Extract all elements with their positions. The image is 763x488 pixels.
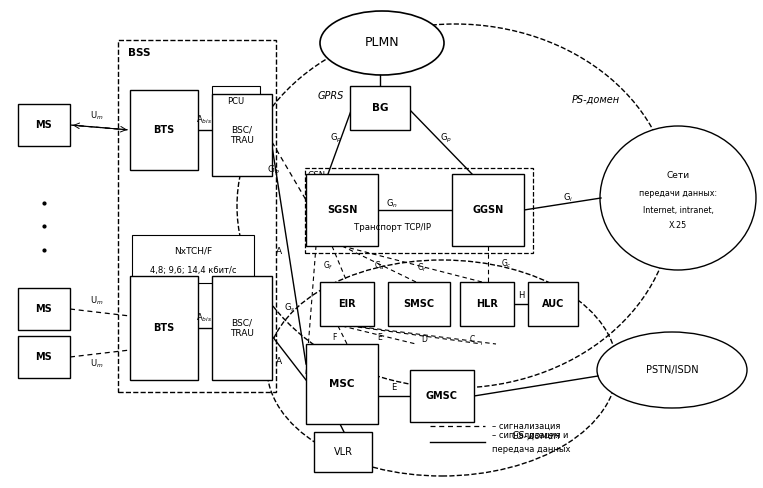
Text: BTS: BTS [153, 125, 175, 135]
Text: – сигнализация: – сигнализация [492, 422, 560, 430]
Text: A: A [276, 247, 282, 257]
Text: A$_{bis}$: A$_{bis}$ [196, 114, 212, 126]
FancyBboxPatch shape [388, 282, 450, 326]
Text: передачи данных:: передачи данных: [639, 189, 717, 199]
Text: A$_{bis}$: A$_{bis}$ [196, 312, 212, 324]
Text: Сети: Сети [666, 171, 690, 181]
FancyBboxPatch shape [306, 174, 378, 246]
Text: GGSN: GGSN [472, 205, 504, 215]
FancyBboxPatch shape [528, 282, 578, 326]
Text: PCU: PCU [227, 97, 245, 105]
Text: BG: BG [372, 103, 388, 113]
Text: F: F [332, 332, 336, 342]
Text: CS-домен: CS-домен [512, 431, 561, 441]
Text: G$_c$: G$_c$ [501, 258, 511, 270]
FancyBboxPatch shape [306, 344, 378, 424]
FancyBboxPatch shape [212, 86, 260, 116]
Text: EIR: EIR [338, 299, 356, 309]
Text: VLR: VLR [333, 447, 353, 457]
FancyBboxPatch shape [314, 432, 372, 472]
Ellipse shape [597, 332, 747, 408]
Text: G$_n$: G$_n$ [386, 198, 398, 210]
Text: G$_i$: G$_i$ [563, 192, 573, 204]
FancyBboxPatch shape [452, 174, 524, 246]
Text: U$_m$: U$_m$ [90, 110, 104, 122]
Text: MS: MS [36, 352, 53, 362]
Text: BSC/
TRAU: BSC/ TRAU [230, 318, 254, 338]
FancyBboxPatch shape [350, 86, 410, 130]
Text: U$_m$: U$_m$ [90, 295, 104, 307]
Text: MS: MS [36, 304, 53, 314]
Text: HLR: HLR [476, 299, 498, 309]
FancyBboxPatch shape [18, 104, 70, 146]
Text: Internet, intranet,: Internet, intranet, [642, 205, 713, 215]
Text: G$_b$: G$_b$ [267, 164, 280, 176]
FancyBboxPatch shape [130, 276, 198, 380]
Text: SGSN: SGSN [327, 205, 357, 215]
Text: PLMN: PLMN [365, 37, 399, 49]
FancyBboxPatch shape [132, 235, 254, 283]
Text: GPRS: GPRS [318, 91, 344, 101]
Text: BSS: BSS [128, 48, 150, 58]
Text: E: E [391, 384, 397, 392]
Text: 4,8; 9,6; 14,4 кбит/с: 4,8; 9,6; 14,4 кбит/с [150, 265, 237, 274]
Text: G$_d$: G$_d$ [375, 260, 386, 272]
FancyBboxPatch shape [212, 94, 272, 176]
Text: D: D [421, 334, 427, 344]
Text: MS: MS [36, 120, 53, 130]
Text: SMSC: SMSC [404, 299, 435, 309]
Text: A: A [276, 358, 282, 366]
FancyBboxPatch shape [18, 336, 70, 378]
Ellipse shape [320, 11, 444, 75]
Text: GSN: GSN [308, 171, 326, 180]
Text: MSC: MSC [330, 379, 355, 389]
Text: U$_m$: U$_m$ [90, 358, 104, 370]
Text: G$_p$: G$_p$ [440, 131, 452, 144]
Bar [305, 168, 533, 253]
Text: Транспорт TCP/IP: Транспорт TCP/IP [353, 224, 430, 232]
Text: BTS: BTS [153, 323, 175, 333]
Text: PS-домен: PS-домен [572, 95, 620, 105]
FancyBboxPatch shape [18, 288, 70, 330]
Text: G$_r$: G$_r$ [417, 262, 427, 274]
FancyBboxPatch shape [212, 276, 272, 380]
Text: NxTCH/F: NxTCH/F [174, 246, 212, 256]
Text: AUC: AUC [542, 299, 564, 309]
Text: C: C [469, 334, 475, 344]
FancyBboxPatch shape [410, 370, 474, 422]
Text: E: E [378, 333, 382, 343]
Text: – сигнализация и: – сигнализация и [492, 430, 568, 440]
Text: BSC/
TRAU: BSC/ TRAU [230, 125, 254, 145]
Ellipse shape [600, 126, 756, 270]
Text: G$_f$: G$_f$ [323, 260, 333, 272]
Text: GMSC: GMSC [426, 391, 458, 401]
Text: передача данных: передача данных [492, 445, 571, 453]
FancyBboxPatch shape [460, 282, 514, 326]
Bar [118, 40, 276, 392]
FancyBboxPatch shape [130, 90, 198, 170]
FancyBboxPatch shape [320, 282, 374, 326]
Text: X.25: X.25 [669, 222, 687, 230]
Text: G$_s$: G$_s$ [285, 302, 296, 314]
Text: G$_p$: G$_p$ [330, 131, 342, 144]
Text: PSTN/ISDN: PSTN/ISDN [645, 365, 698, 375]
Text: H: H [518, 290, 524, 300]
